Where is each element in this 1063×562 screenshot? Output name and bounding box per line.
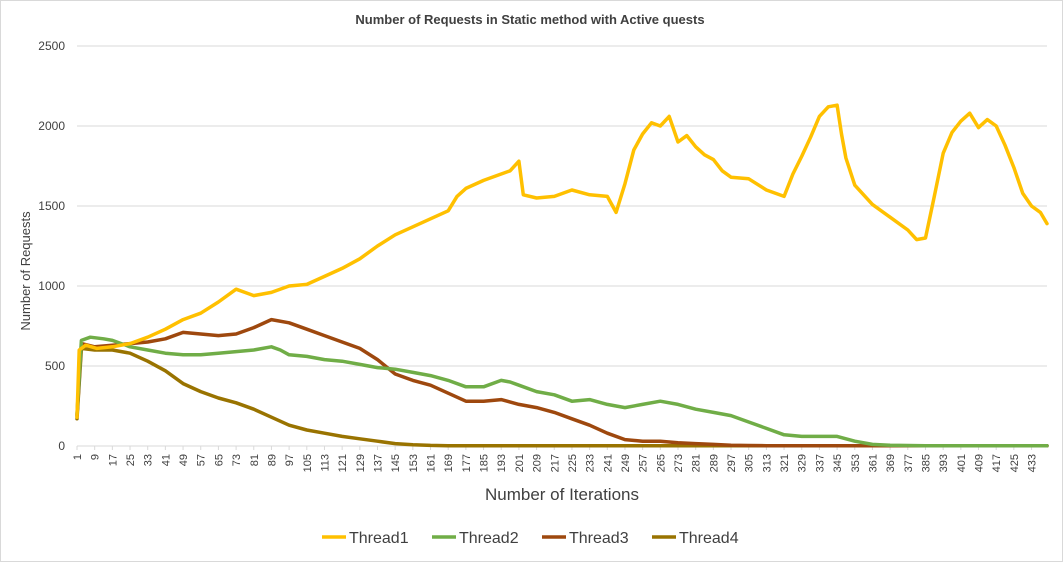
y-axis-title: Number of Requests: [18, 211, 33, 331]
x-tick-label: 337: [814, 454, 826, 472]
x-tick-label: 393: [938, 454, 950, 472]
x-tick-label: 121: [337, 454, 349, 472]
x-tick-label: 49: [178, 454, 190, 466]
x-tick-label: 217: [549, 454, 561, 472]
x-tick-label: 249: [620, 454, 632, 472]
x-tick-label: 353: [850, 454, 862, 472]
x-tick-label: 297: [726, 454, 738, 472]
gridlines: [77, 45, 1047, 367]
legend-label: Thread1: [349, 530, 409, 547]
x-tick-label: 97: [284, 454, 296, 466]
x-axis-title: Number of Iterations: [485, 485, 639, 504]
x-tick-label: 153: [408, 454, 420, 472]
y-tick-label: 1000: [38, 279, 65, 293]
x-tick-label: 289: [708, 454, 720, 472]
x-tick-label: 105: [302, 454, 314, 472]
x-tick-label: 241: [602, 454, 614, 472]
chart-title: Number of Requests in Static method with…: [355, 12, 704, 27]
legend-label: Thread4: [679, 530, 739, 547]
x-tick-label: 209: [532, 454, 544, 472]
x-tick-label: 73: [231, 454, 243, 466]
y-tick-label: 2000: [38, 119, 65, 133]
x-tick-label: 1: [72, 454, 84, 460]
x-tick-label: 369: [885, 454, 897, 472]
series-line-thread1: [75, 103, 1049, 419]
x-tick-label: 417: [991, 454, 1003, 472]
legend-label: Thread2: [459, 530, 519, 547]
x-tick-label: 385: [920, 454, 932, 472]
legend-label: Thread3: [569, 530, 629, 547]
x-tick-label: 201: [514, 454, 526, 472]
x-tick-label: 433: [1027, 454, 1039, 472]
x-tick-label: 129: [355, 454, 367, 472]
x-tick-label: 193: [496, 454, 508, 472]
y-tick-label: 500: [45, 359, 65, 373]
x-tick-label: 81: [249, 454, 261, 466]
x-tick-label: 377: [903, 454, 915, 472]
series-lines: [75, 103, 1049, 448]
y-tick-label: 2500: [38, 39, 65, 53]
x-tick-label: 17: [107, 454, 119, 466]
x-tick-label: 305: [744, 454, 756, 472]
series-line-thread3: [75, 317, 1049, 448]
x-tick-label: 185: [479, 454, 491, 472]
x-tick-label: 257: [638, 454, 650, 472]
x-tick-label: 41: [160, 454, 172, 466]
x-tick-label: 329: [797, 454, 809, 472]
x-tick-label: 9: [90, 454, 102, 460]
x-tick-label: 409: [974, 454, 986, 472]
x-tick-label: 65: [213, 454, 225, 466]
x-axis-ticks: 1 9 17 25 33 41 49 57 65 73 81 89 97 105 113 121 129 137 1…: [72, 446, 1039, 472]
x-tick-label: 145: [390, 454, 402, 472]
x-tick-label: 113: [319, 454, 331, 472]
x-tick-label: 273: [673, 454, 685, 472]
x-tick-label: 161: [426, 454, 438, 472]
x-tick-label: 345: [832, 454, 844, 472]
x-tick-label: 401: [956, 454, 968, 472]
y-tick-label: 0: [58, 439, 65, 453]
x-tick-label: 321: [779, 454, 791, 472]
x-tick-label: 361: [867, 454, 879, 472]
x-tick-label: 89: [266, 454, 278, 466]
x-tick-label: 33: [143, 454, 155, 466]
x-tick-label: 137: [373, 454, 385, 472]
series-line-thread2: [75, 335, 1049, 448]
x-tick-label: 281: [691, 454, 703, 472]
legend: Thread1 Thread2 Thread3 Thread4: [322, 530, 739, 547]
x-tick-label: 313: [761, 454, 773, 472]
x-tick-label: 225: [567, 454, 579, 472]
x-tick-label: 169: [443, 454, 455, 472]
x-tick-label: 57: [196, 454, 208, 466]
y-axis-ticks: 0 500 1000 1500 2000 2500: [38, 39, 65, 453]
x-tick-label: 425: [1009, 454, 1021, 472]
y-tick-label: 1500: [38, 199, 65, 213]
x-tick-label: 233: [585, 454, 597, 472]
x-tick-label: 265: [655, 454, 667, 472]
x-tick-label: 25: [125, 454, 137, 466]
x-tick-label: 177: [461, 454, 473, 472]
